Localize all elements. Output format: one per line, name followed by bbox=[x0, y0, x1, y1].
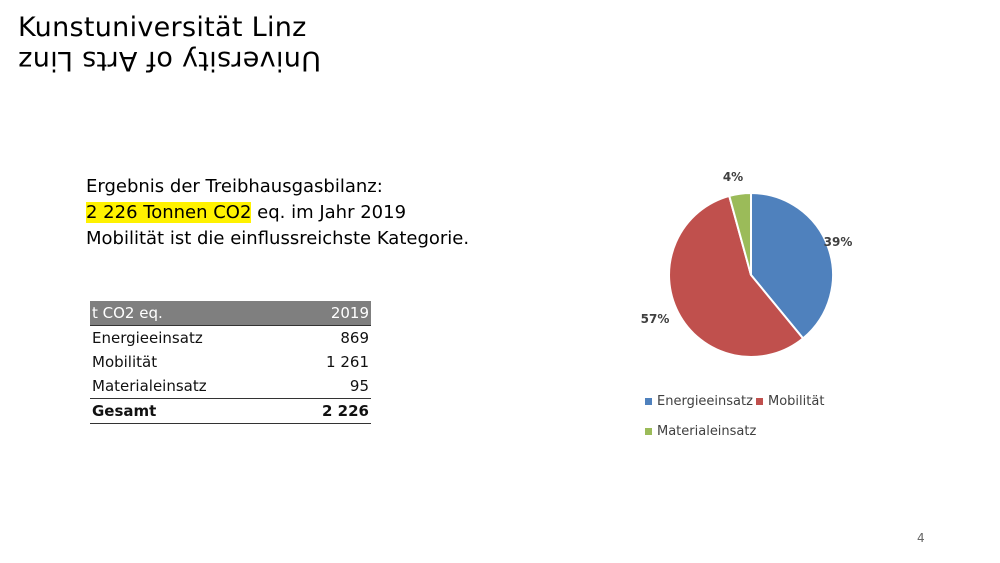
legend-swatch bbox=[645, 398, 652, 405]
legend-label: Mobilität bbox=[768, 394, 825, 409]
page-number: 4 bbox=[917, 531, 925, 545]
logo-line-2-rotated: University of Arts Linz bbox=[18, 45, 321, 76]
pie-slice-energieeinsatz bbox=[750, 191, 834, 340]
pie-slice-materialeinsatz bbox=[728, 191, 752, 276]
row-label: Mobilität bbox=[92, 353, 158, 371]
legend-swatch bbox=[645, 428, 652, 435]
legend-item-materialeinsatz: Materialeinsatz bbox=[645, 424, 756, 439]
table-row: Mobilität 1 261 bbox=[90, 350, 371, 374]
row-value: 869 bbox=[340, 329, 369, 347]
table-total-row: Gesamt 2 226 bbox=[90, 398, 371, 424]
pie-data-label: 57% bbox=[641, 312, 670, 326]
pie-data-label: 39% bbox=[824, 235, 853, 249]
legend-item-energieeinsatz: Energieeinsatz bbox=[645, 394, 753, 409]
summary-line-2-rest: eq. im Jahr 2019 bbox=[251, 202, 407, 223]
row-value: 1 261 bbox=[326, 353, 369, 371]
table-header-unit: t CO2 eq. bbox=[90, 301, 287, 326]
legend-label: Materialeinsatz bbox=[657, 424, 757, 439]
legend-label: Energieeinsatz bbox=[657, 394, 753, 409]
university-logo: Kunstuniversität Linz University of Arts… bbox=[18, 12, 321, 76]
legend-item-mobilitaet: Mobilität bbox=[756, 394, 824, 409]
summary-line-3: Mobilität ist die einflussreichste Kateg… bbox=[86, 228, 470, 249]
total-value: 2 226 bbox=[286, 398, 371, 424]
summary-text: Ergebnis der Treibhausgasbilanz: 2 226 T… bbox=[86, 174, 469, 252]
table-header-row: t CO2 eq. 2019 bbox=[90, 301, 371, 326]
emissions-pie-chart: 39% 57% 4% bbox=[641, 170, 853, 358]
pie-data-label: 4% bbox=[723, 170, 743, 184]
table-row: Energieeinsatz 869 bbox=[90, 326, 371, 351]
summary-line-2: 2 226 Tonnen CO2 eq. im Jahr 2019 bbox=[86, 200, 469, 226]
table-row: Materialeinsatz 95 bbox=[90, 374, 371, 399]
summary-line-1: Ergebnis der Treibhausgasbilanz: bbox=[86, 176, 383, 197]
table-header-year: 2019 bbox=[286, 301, 371, 326]
legend-swatch bbox=[756, 398, 763, 405]
emissions-table: t CO2 eq. 2019 Energieeinsatz 869 Mobili… bbox=[90, 301, 371, 424]
row-value: 95 bbox=[286, 374, 371, 399]
row-label: Materialeinsatz bbox=[90, 374, 287, 399]
logo-line-1: Kunstuniversität Linz bbox=[18, 12, 307, 43]
total-label: Gesamt bbox=[90, 398, 287, 424]
row-label: Energieeinsatz bbox=[92, 329, 203, 347]
highlighted-total: 2 226 Tonnen CO2 bbox=[86, 202, 252, 223]
pie-slice-mobilität bbox=[668, 194, 805, 358]
